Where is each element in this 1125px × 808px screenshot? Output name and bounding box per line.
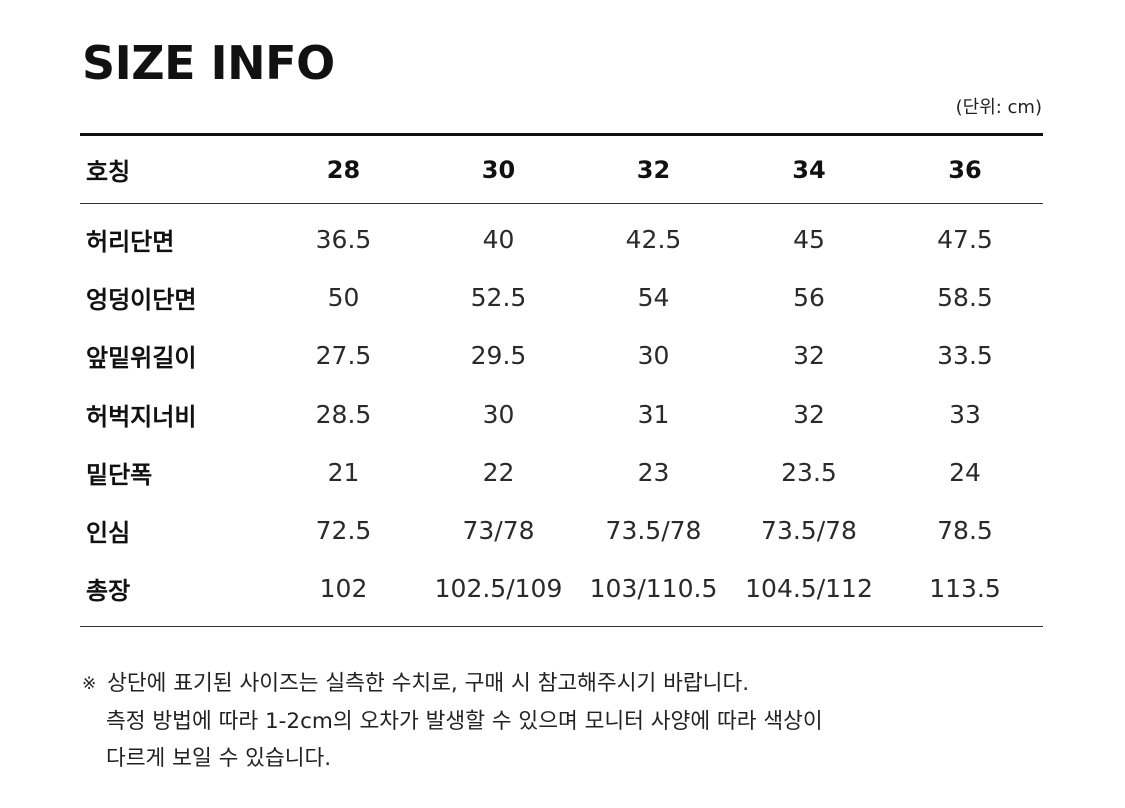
table-row: 앞밑위길이 27.5 29.5 30 32 33.5	[80, 327, 1043, 385]
table-cell: 33	[949, 399, 981, 429]
table-cell: 104.5/112	[745, 574, 873, 604]
size-table: 호칭 28 30 32 34 36 허리단면 36.5 40 42.5 45 4…	[80, 133, 1043, 627]
table-cell: 52.5	[470, 282, 527, 312]
table-cell: 23	[637, 457, 670, 487]
table-cell: 27.5	[315, 341, 372, 371]
table-cell: 58.5	[937, 282, 993, 312]
table-cell: 56	[793, 282, 825, 312]
note-line-3: 다르게 보일 수 있습니다.	[106, 746, 332, 771]
header-size-32: 32	[636, 155, 671, 184]
row-label-total-length: 총장	[86, 577, 131, 606]
table-cell: 21	[327, 457, 360, 487]
header-size-28: 28	[326, 155, 361, 184]
table-cell: 73/78	[462, 516, 535, 546]
table-row: 허벅지너비 28.5 30 31 32 33	[80, 385, 1043, 443]
table-cell: 30	[637, 341, 670, 371]
table-cell: 50	[327, 282, 360, 312]
table-cell: 36.5	[315, 224, 372, 254]
table-cell: 73.5/78	[761, 516, 857, 546]
header-label: 호칭	[86, 158, 131, 186]
row-label-front-rise: 앞밑위길이	[86, 344, 197, 373]
header-size-30: 30	[481, 155, 516, 184]
row-label-waist: 허리단면	[86, 227, 175, 256]
table-cell: 24	[949, 457, 981, 487]
table-cell: 113.5	[929, 574, 1001, 604]
row-label-inseam: 인심	[86, 519, 131, 548]
note-line-2: 측정 방법에 따라 1-2cm의 오차가 발생할 수 있으며 모니터 사양에 따…	[106, 709, 823, 734]
table-cell: 73.5/78	[605, 516, 702, 546]
table-cell: 29.5	[470, 341, 527, 371]
table-cell: 31	[637, 399, 670, 429]
table-cell: 32	[793, 341, 825, 371]
table-cell: 47.5	[937, 224, 993, 254]
table-cell: 103/110.5	[589, 574, 718, 604]
table-cell: 23.5	[781, 457, 837, 487]
header-size-36: 36	[948, 155, 982, 184]
note-mark: ※	[82, 674, 97, 694]
table-cell: 22	[482, 457, 515, 487]
header-size-34: 34	[792, 155, 826, 184]
table-cell: 42.5	[625, 224, 682, 254]
unit-label: (단위: cm)	[955, 97, 1042, 118]
row-label-thigh: 허벅지너비	[86, 402, 197, 431]
page-title: SIZE INFO	[82, 36, 335, 90]
table-row: 인심 72.5 73/78 73.5/78 73.5/78 78.5	[80, 501, 1043, 559]
table-cell: 102.5/109	[434, 574, 563, 604]
table-header-row: 호칭 28 30 32 34 36	[80, 134, 1043, 204]
table-row: 엉덩이단면 50 52.5 54 56 58.5	[80, 268, 1043, 326]
table-cell: 72.5	[315, 516, 372, 546]
table-cell: 78.5	[937, 516, 993, 546]
table-cell: 30	[482, 399, 515, 429]
table-row: 총장 102 102.5/109 103/110.5 104.5/112 113…	[80, 560, 1043, 627]
size-notes: ※ 상단에 표기된 사이즈는 실측한 수치로, 구매 시 참고해주시기 바랍니다…	[82, 665, 823, 777]
table-cell: 102	[319, 574, 368, 604]
table-row: 밑단폭 21 22 23 23.5 24	[80, 443, 1043, 501]
table-cell: 40	[482, 224, 515, 254]
table-row: 허리단면 36.5 40 42.5 45 47.5	[80, 204, 1043, 269]
row-label-hem: 밑단폭	[86, 460, 153, 489]
table-cell: 33.5	[937, 341, 993, 371]
note-text-1: 상단에 표기된 사이즈는 실측한 수치로, 구매 시 참고해주시기 바랍니다.	[107, 671, 750, 696]
table-cell: 28.5	[315, 399, 372, 429]
table-cell: 54	[637, 282, 670, 312]
row-label-hip: 엉덩이단면	[86, 285, 197, 314]
table-cell: 45	[793, 224, 825, 254]
table-cell: 32	[793, 399, 825, 429]
note-line-1: ※ 상단에 표기된 사이즈는 실측한 수치로, 구매 시 참고해주시기 바랍니다…	[82, 665, 823, 703]
